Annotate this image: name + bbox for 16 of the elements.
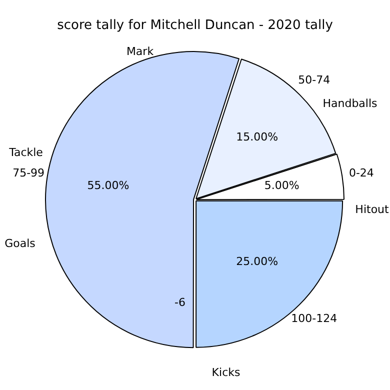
data-label: 25.00% [236, 254, 278, 268]
chart-title: score tally for Mitchell Duncan - 2020 tally [57, 18, 334, 34]
data-label: 55.00% [87, 178, 130, 192]
slice-label: 75-99 [12, 166, 45, 180]
text: Goals [4, 236, 36, 250]
text: Hitout [355, 202, 390, 216]
slice-label: 50-74 [298, 74, 330, 87]
slice-label: 100-124 [291, 312, 338, 325]
text: Kicks [212, 366, 240, 379]
data-label: 15.00% [236, 130, 278, 144]
data-label: 5.00% [264, 178, 300, 192]
text: -6 [174, 296, 186, 309]
text: Tackle [8, 146, 44, 159]
text: Mark [126, 44, 154, 58]
slice-label: 0-24 [348, 166, 374, 180]
text: Handballs [322, 96, 378, 110]
